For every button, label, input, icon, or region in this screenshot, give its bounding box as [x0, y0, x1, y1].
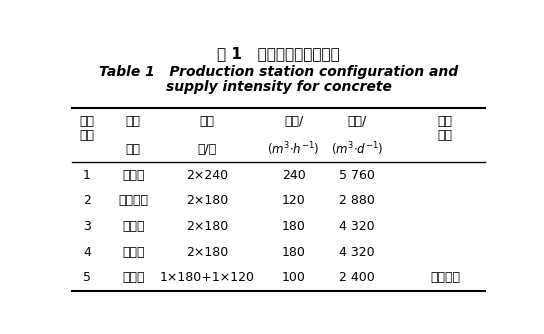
Text: 青山二站: 青山二站	[119, 194, 149, 207]
Text: 生产: 生产	[200, 115, 215, 128]
Text: 100: 100	[282, 272, 306, 285]
Text: supply intensity for concrete: supply intensity for concrete	[166, 80, 392, 94]
Text: 4: 4	[83, 246, 91, 259]
Text: 备用站点: 备用站点	[430, 272, 460, 285]
Text: 2×180: 2×180	[186, 220, 228, 233]
Text: 产量/: 产量/	[347, 115, 367, 128]
Text: 序号: 序号	[79, 129, 95, 142]
Text: 1: 1	[83, 169, 91, 182]
Text: 生产: 生产	[126, 115, 141, 128]
Text: 线/条: 线/条	[197, 143, 217, 156]
Text: 表 1   站点配置及供应强度: 表 1 站点配置及供应强度	[218, 46, 340, 61]
Text: 2×180: 2×180	[186, 246, 228, 259]
Text: Table 1   Production station configuration and: Table 1 Production station configuration…	[99, 64, 459, 78]
Text: 备注: 备注	[438, 129, 453, 142]
Text: 2 400: 2 400	[339, 272, 375, 285]
Text: 1×180+1×120: 1×180+1×120	[159, 272, 255, 285]
Text: 亚东站: 亚东站	[122, 246, 145, 259]
Text: 180: 180	[282, 220, 306, 233]
Text: $(m^3{\cdot}d^{-1})$: $(m^3{\cdot}d^{-1})$	[331, 141, 383, 158]
Text: 240: 240	[282, 169, 305, 182]
Text: 2 880: 2 880	[339, 194, 375, 207]
Text: 4 320: 4 320	[339, 220, 375, 233]
Text: 3: 3	[83, 220, 91, 233]
Text: 青山站: 青山站	[122, 169, 145, 182]
Text: 2: 2	[83, 194, 91, 207]
Text: 站点: 站点	[126, 143, 141, 156]
Text: $(m^3{\cdot}h^{-1})$: $(m^3{\cdot}h^{-1})$	[267, 141, 320, 158]
Text: 5: 5	[83, 272, 91, 285]
Text: 180: 180	[282, 246, 306, 259]
Text: 产能/: 产能/	[284, 115, 303, 128]
Text: 序号: 序号	[79, 115, 95, 128]
Text: 2×240: 2×240	[186, 169, 228, 182]
Text: 2×180: 2×180	[186, 194, 228, 207]
Text: 5 760: 5 760	[339, 169, 375, 182]
Text: 4 320: 4 320	[339, 246, 375, 259]
Text: 江岸站: 江岸站	[122, 220, 145, 233]
Text: 流芳站: 流芳站	[122, 272, 145, 285]
Text: 120: 120	[282, 194, 305, 207]
Text: 备注: 备注	[438, 115, 453, 128]
